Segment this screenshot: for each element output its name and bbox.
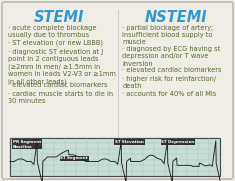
Text: ST Elevation: ST Elevation <box>115 140 144 144</box>
Text: STEMI: STEMI <box>34 10 84 25</box>
Text: · elevated cardiac biomarkers: · elevated cardiac biomarkers <box>122 67 222 73</box>
Text: ST Depression: ST Depression <box>161 140 194 144</box>
Text: · diagnosed by ECG having st
depression and/or T wave
inversion: · diagnosed by ECG having st depression … <box>122 46 221 67</box>
Text: · ST elevation (or new LBBB): · ST elevation (or new LBBB) <box>8 40 103 46</box>
Bar <box>10 138 220 176</box>
Text: NSTEMI: NSTEMI <box>145 10 208 25</box>
Text: · cardiac muscle starts to die in
30 minutes: · cardiac muscle starts to die in 30 min… <box>8 91 113 104</box>
FancyBboxPatch shape <box>2 2 233 179</box>
Text: · partial blockage of artery;
insufficient blood supply to
muscle: · partial blockage of artery; insufficie… <box>122 25 214 45</box>
Text: · diagnostic ST elevation at J
point in 2 contiguous leads
(≥2mm in men/ ≥1.5mm : · diagnostic ST elevation at J point in … <box>8 49 116 85</box>
Text: · acute complete blockage
usually due to thrombus: · acute complete blockage usually due to… <box>8 25 97 38</box>
Text: PR Segment
Baseline: PR Segment Baseline <box>13 140 41 149</box>
Text: · elevated cardiac biomarkers: · elevated cardiac biomarkers <box>8 82 107 88</box>
Text: · higher risk for reinfarction/
death: · higher risk for reinfarction/ death <box>122 76 217 89</box>
Text: · accounts for 40% of all MIs: · accounts for 40% of all MIs <box>122 91 217 97</box>
Text: ST Segment: ST Segment <box>60 156 88 160</box>
